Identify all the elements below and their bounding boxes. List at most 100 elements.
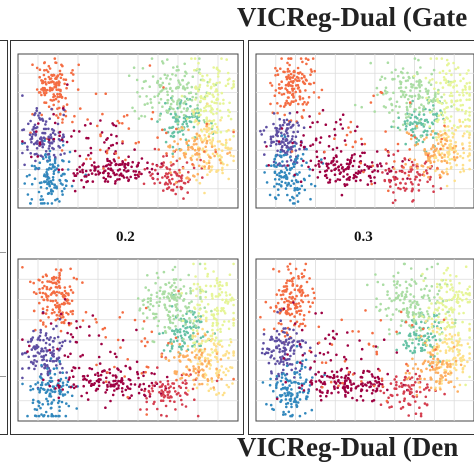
scatter-point [70,184,74,188]
scatter-point [330,370,334,373]
scatter-point [300,384,304,387]
scatter-point [284,352,287,355]
scatter-point [54,61,57,64]
scatter-point [86,374,89,378]
scatter-point [176,65,179,68]
scatter-point [66,380,70,383]
scatter-point [341,381,344,385]
scatter-point [454,318,457,322]
scatter-point [456,152,459,156]
scatter-point [425,267,429,271]
scatter-point [290,126,293,129]
scatter-point [390,103,394,107]
scatter-point [228,110,231,114]
scatter-point [280,358,283,361]
scatter-point [332,376,336,380]
scatter-point [429,362,432,366]
scatter-point [310,408,314,412]
scatter-point [43,61,46,64]
scatter-point [402,301,405,305]
scatter-point [204,333,207,337]
scatter-point [441,332,444,335]
scatter-point [56,304,59,308]
scatter-point [289,57,292,60]
scatter-point [55,82,58,86]
scatter-point [223,391,226,395]
scatter-point [30,198,34,201]
scatter-point [343,377,347,380]
scatter-point [95,363,98,367]
scatter-point [302,145,306,149]
scatter-point [365,389,369,392]
scatter-point [269,137,273,141]
scatter-point [26,340,30,344]
scatter-point [160,355,163,359]
scatter-point [63,152,66,155]
scatter-point [426,294,430,297]
scatter-point [350,383,353,386]
scatter-point [134,141,138,145]
scatter-point [285,362,289,365]
scatter-point [417,189,421,192]
scatter-point [186,125,189,128]
scatter-panel-top-right [255,53,474,209]
scatter-point [77,366,81,370]
scatter-point [461,320,464,324]
scatter-point [420,370,423,373]
scatter-point [260,351,264,355]
scatter-point [232,324,235,327]
scatter-point [409,116,412,120]
scatter-point [298,414,302,418]
scatter-point [193,307,197,311]
scatter-point [58,200,61,203]
scatter-point [217,292,221,296]
scatter-point [267,348,271,351]
scatter-point [410,376,414,379]
scatter-point [44,153,47,157]
scatter-point [272,327,276,331]
scatter-point [37,190,41,194]
scatter-point [285,168,289,172]
scatter-point [393,160,396,163]
scatter-point [334,120,338,124]
scatter-point [449,115,453,118]
scatter-point [440,152,444,155]
scatter-point [147,384,151,388]
scatter-point [188,301,191,305]
scatter-point [422,279,425,283]
scatter-point [191,387,195,391]
scatter-point [376,164,379,168]
scatter-point [31,63,34,66]
scatter-point [290,150,294,153]
scatter-point [431,100,435,104]
scatter-point [68,340,72,343]
scatter-point [206,378,209,381]
scatter-point [466,155,470,158]
scatter-point [299,180,303,183]
scatter-point [436,371,440,375]
scatter-point [62,321,66,325]
scatter-point [319,398,323,402]
scatter-point [32,125,36,129]
scatter-point [71,309,75,313]
scatter-point [404,383,407,387]
scatter-point [61,340,64,344]
scatter-point [143,393,146,397]
scatter-point [275,293,278,296]
scatter-point [182,354,185,357]
scatter-point [290,179,294,183]
scatter-point [49,406,53,410]
scatter-point [455,275,458,278]
scatter-point [302,126,306,129]
scatter-points [21,262,235,418]
scatter-point [176,142,180,146]
scatter-point [195,158,199,161]
scatter-point [464,118,467,122]
scatter-point [363,151,366,155]
scatter-point [42,354,46,358]
scatter-point [436,358,440,361]
scatter-point [455,344,459,347]
scatter-point [409,305,412,309]
scatter-point [158,391,161,394]
scatter-point [196,303,199,306]
